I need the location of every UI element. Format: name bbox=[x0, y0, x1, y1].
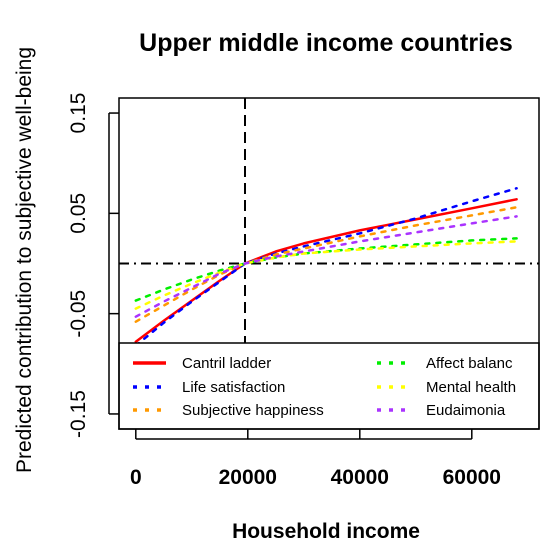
legend-label-4: Affect balanc bbox=[426, 355, 513, 372]
legend-label-3: Subjective happiness bbox=[182, 402, 324, 419]
plot-frame bbox=[118, 97, 540, 430]
series-line-4 bbox=[134, 237, 518, 302]
legend-label-5: Mental health bbox=[426, 379, 516, 396]
series-line-1 bbox=[134, 198, 518, 343]
x-tick-label-3: 40000 bbox=[331, 466, 389, 489]
plot-area: Cantril ladder Life satisfaction Subjectiv… bbox=[67, 93, 540, 489]
series-line-3 bbox=[134, 206, 518, 323]
legend-label-2: Life satisfaction bbox=[182, 379, 285, 396]
y-axis-label: Predicted contribution to subjective wel… bbox=[13, 47, 36, 473]
x-axis-label: Household income bbox=[232, 520, 420, 543]
series-group bbox=[134, 187, 518, 343]
y-tick-label-2: 0.05 bbox=[67, 193, 90, 234]
x-tick-label-1: 0 bbox=[130, 466, 142, 489]
legend-label-1: Cantril ladder bbox=[182, 355, 271, 372]
x-tick-label-4: 60000 bbox=[443, 466, 501, 489]
chart-title: Upper middle income countries bbox=[139, 29, 513, 57]
y-tick-label-1: 0.15 bbox=[67, 93, 90, 134]
series-line-5 bbox=[134, 240, 518, 310]
legend-label-6: Eudaimonia bbox=[426, 402, 506, 419]
y-tick-label-3: -0.05 bbox=[67, 290, 90, 338]
legend-box bbox=[118, 342, 540, 430]
x-tick-label-2: 20000 bbox=[219, 466, 277, 489]
series-line-6 bbox=[134, 215, 518, 318]
y-tick-label-4: -0.15 bbox=[67, 390, 90, 438]
